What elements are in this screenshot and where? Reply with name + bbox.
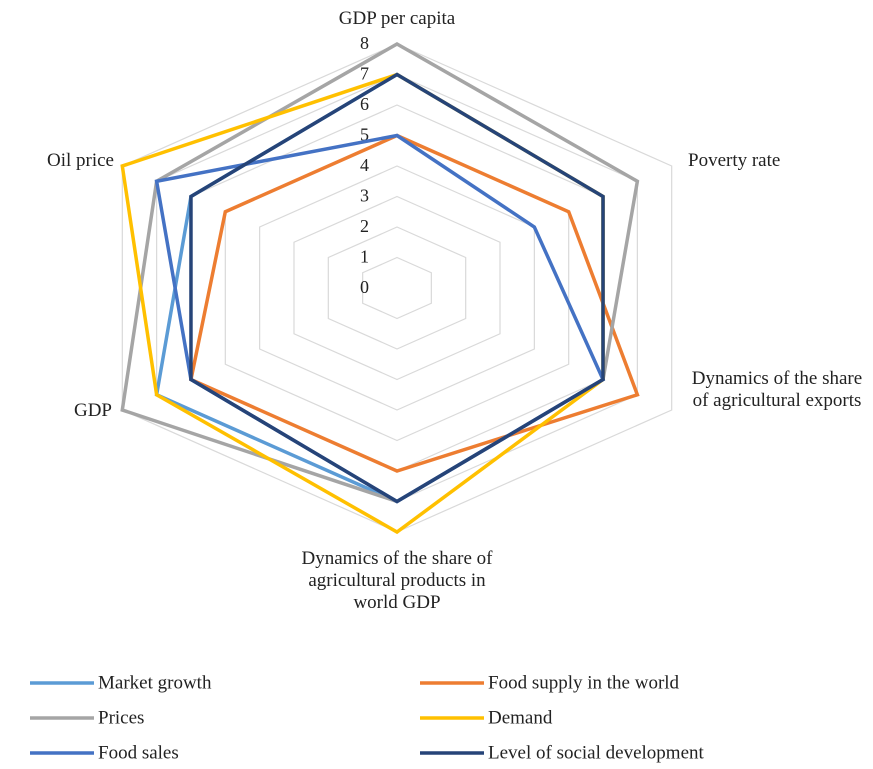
series-line bbox=[189, 72, 605, 504]
r-tick-label: 7 bbox=[360, 64, 369, 84]
category-label: Oil price bbox=[46, 150, 114, 171]
grid-ring bbox=[362, 256, 432, 320]
legend-label: Prices bbox=[98, 707, 144, 728]
legend-label: Level of social development bbox=[488, 742, 705, 763]
category-label: GDP per capita bbox=[338, 8, 456, 29]
r-tick-label: 6 bbox=[360, 94, 369, 114]
category-label: Dynamics of the share of agricultural pr… bbox=[301, 548, 493, 613]
grid-ring bbox=[121, 43, 673, 533]
legend-label: Demand bbox=[488, 707, 553, 728]
r-tick-label: 1 bbox=[360, 247, 369, 267]
category-label: Poverty rate bbox=[688, 150, 781, 171]
grid-ring bbox=[327, 226, 467, 350]
category-label: Dynamics of the share of agricultural ex… bbox=[691, 368, 863, 411]
series-line bbox=[154, 133, 606, 504]
category-label: GDP bbox=[73, 400, 112, 421]
r-tick-label: 3 bbox=[360, 186, 369, 206]
series-line bbox=[188, 133, 640, 473]
r-tick-label: 4 bbox=[360, 155, 369, 175]
r-tick-label: 2 bbox=[360, 216, 369, 236]
legend-label: Food supply in the world bbox=[488, 672, 680, 693]
r-tick-label: 0 bbox=[360, 277, 369, 297]
grid-ring bbox=[259, 165, 535, 411]
grid-ring bbox=[293, 195, 501, 381]
grid-ring bbox=[224, 134, 570, 442]
legend-label: Food sales bbox=[98, 742, 179, 763]
legend-label: Market growth bbox=[98, 672, 212, 693]
r-tick-label: 8 bbox=[360, 33, 369, 53]
r-tick-label: 5 bbox=[360, 125, 369, 145]
